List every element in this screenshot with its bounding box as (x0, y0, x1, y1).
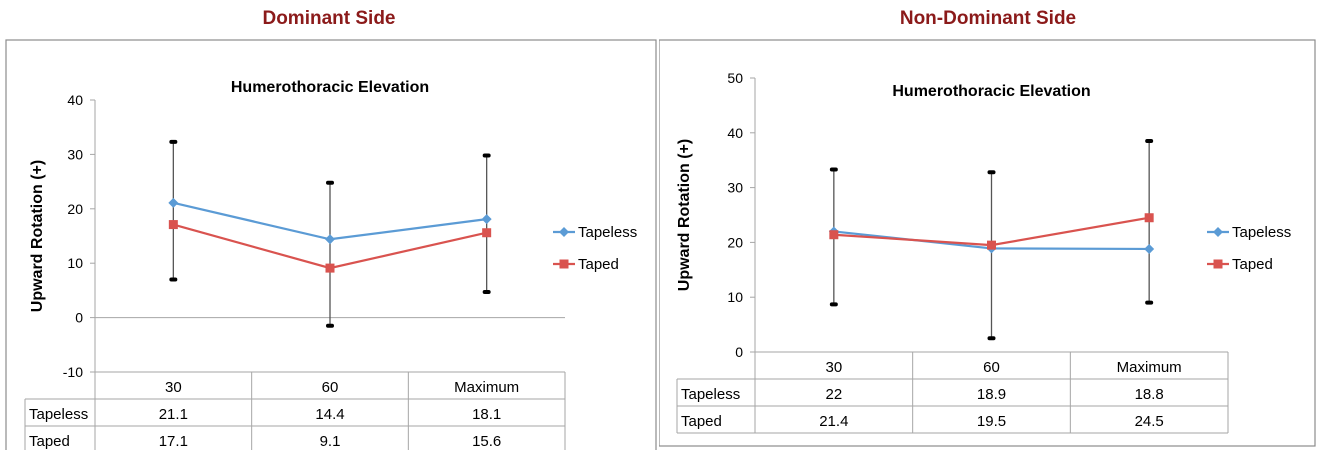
error-cap-low (1145, 300, 1154, 305)
y-axis-label: Upward Rotation (+) (29, 160, 46, 312)
table-cell: 19.5 (977, 413, 1006, 430)
table-cell: 18.9 (977, 386, 1006, 403)
x-tick-label: Maximum (454, 379, 519, 396)
data-point-tapeless (481, 214, 492, 225)
table-cell: 18.1 (472, 406, 501, 423)
error-cap-low (326, 323, 334, 328)
table-cell: 24.5 (1135, 413, 1164, 430)
y-tick-label: 50 (727, 70, 743, 86)
data-point-taped (1144, 213, 1154, 223)
data-point-taped (829, 230, 839, 240)
y-tick-label: 20 (727, 234, 743, 250)
data-point-taped (168, 220, 178, 230)
table-row-label: Taped (681, 413, 722, 430)
table-row-label: Tapeless (29, 406, 88, 423)
table-cell: 18.8 (1135, 386, 1164, 403)
y-tick-label: 0 (735, 344, 743, 360)
x-tick-label: 30 (825, 359, 842, 376)
y-tick-label: 40 (67, 92, 83, 108)
data-point-tapeless (168, 197, 179, 208)
data-point-taped (987, 240, 996, 250)
legend-label: Taped (1232, 256, 1273, 273)
table-cell: 14.4 (315, 406, 344, 423)
x-tick-label: Maximum (1117, 359, 1182, 376)
error-cap-low (987, 336, 996, 341)
x-tick-label: 30 (165, 379, 182, 396)
error-cap-high (987, 170, 996, 175)
y-tick-label: 10 (67, 255, 83, 271)
y-tick-label: 20 (67, 201, 83, 217)
non-dominant-side-heading: Non-Dominant Side (899, 8, 1077, 29)
error-cap-high (1145, 139, 1154, 144)
y-tick-label: 30 (727, 180, 743, 196)
error-cap-high (326, 180, 334, 185)
y-axis-label: Upward Rotation (+) (676, 139, 693, 291)
table-cell: 9.1 (320, 433, 341, 450)
chart-title: Humerothoracic Elevation (231, 79, 429, 96)
y-tick-label: 0 (75, 310, 83, 326)
error-cap-low (829, 302, 838, 307)
legend-label: Tapeless (578, 224, 637, 241)
legend-marker (559, 227, 569, 237)
dominant-side-heading: Dominant Side (262, 8, 396, 29)
table-row-label: Tapeless (681, 386, 740, 403)
table-cell: 22 (825, 386, 842, 403)
data-point-tapeless (1144, 243, 1155, 254)
dominant-side-chart: Humerothoracic Elevation Upward Rotation … (5, 39, 657, 450)
y-tick-label: 40 (727, 125, 743, 141)
legend-label: Tapeless (1232, 224, 1291, 241)
legend-label: Taped (578, 256, 619, 273)
legend-marker (1213, 227, 1223, 237)
chart-frame (5, 39, 657, 450)
data-point-taped (482, 228, 492, 238)
legend-marker (559, 259, 569, 269)
y-tick-label: -10 (63, 364, 83, 380)
table-cell: 21.1 (159, 406, 188, 423)
data-point-taped (325, 263, 335, 273)
x-tick-label: 60 (322, 379, 339, 396)
legend-marker (1213, 259, 1223, 269)
table-row-label: Taped (29, 433, 70, 450)
table-cell: 17.1 (159, 433, 188, 450)
error-cap-high (169, 139, 178, 144)
y-tick-label: 10 (727, 289, 743, 305)
error-cap-high (482, 153, 491, 158)
table-cell: 15.6 (472, 433, 501, 450)
error-cap-low (169, 277, 178, 282)
error-cap-high (829, 167, 838, 172)
chart-title: Humerothoracic Elevation (892, 83, 1090, 100)
y-tick-label: 30 (67, 146, 83, 162)
error-cap-low (482, 290, 491, 295)
x-tick-label: 60 (983, 359, 1000, 376)
non-dominant-side-chart: Humerothoracic Elevation Upward Rotation … (659, 39, 1316, 447)
data-point-tapeless (325, 234, 335, 245)
table-cell: 21.4 (819, 413, 848, 430)
chart-frame (659, 39, 1316, 447)
